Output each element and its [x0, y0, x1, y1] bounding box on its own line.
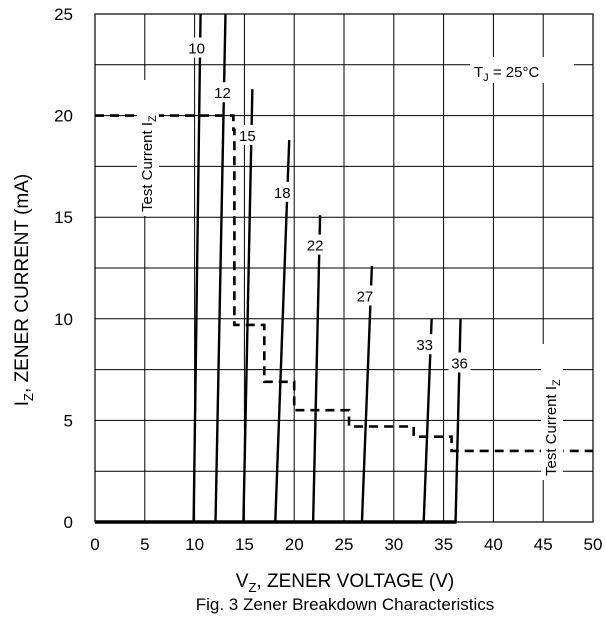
x-tick-label: 50	[584, 535, 603, 554]
x-axis-title: VZ, ZENER VOLTAGE (V)	[236, 571, 454, 595]
test-current-label-left: Test Current IZ	[137, 80, 159, 216]
breakdown-line-18	[274, 139, 291, 523]
x-tick-label: 25	[335, 535, 354, 554]
annotation-bg	[470, 57, 574, 83]
curve-label-18: 18	[274, 185, 291, 202]
x-tick-label: 5	[140, 535, 149, 554]
grid	[94, 13, 594, 523]
breakdown-line-22	[311, 215, 322, 523]
curve-label-bg	[353, 285, 376, 306]
curve-label-12: 12	[214, 85, 231, 102]
x-tick-label: 0	[90, 535, 99, 554]
tj-annotation: TJ = 25°C	[474, 64, 539, 84]
curve-label-15: 15	[239, 128, 256, 145]
y-tick-label: 25	[54, 5, 73, 24]
curve-label-bg	[211, 82, 234, 103]
test-current-label-right: Test Current IZ	[541, 344, 563, 480]
y-tick-label: 5	[64, 411, 73, 430]
x-tick-labels: 0 5 10 15 20 25 30 35 40 45 50	[90, 535, 602, 554]
x-tick-label: 20	[285, 535, 304, 554]
y-axis-title: IZ, ZENER CURRENT (mA)	[12, 174, 36, 406]
curve-label-22: 22	[307, 238, 324, 255]
x-tick-label: 10	[185, 535, 204, 554]
svg-text:Test Current IZ: Test Current IZ	[543, 379, 563, 476]
breakdown-line-15	[242, 89, 254, 523]
y-tick-label: 0	[64, 513, 73, 532]
breakdown-line-10	[192, 13, 202, 523]
curve-label-bg	[271, 181, 294, 202]
y-tick-labels: 0 5 10 15 20 25	[54, 5, 73, 532]
x-tick-label: 15	[235, 535, 254, 554]
curve-label-33: 33	[416, 337, 433, 354]
breakdown-line-27	[360, 265, 374, 523]
curve-label-bg	[185, 37, 208, 58]
curve-labels: 10 12 15 18 22 27 33 36	[185, 37, 471, 373]
test-current-line-group	[95, 114, 593, 453]
x-tick-label: 30	[384, 535, 403, 554]
svg-text:Test Current IZ: Test Current IZ	[139, 115, 159, 212]
y-tick-label: 15	[54, 208, 73, 227]
figure-caption: Fig. 3 Zener Breakdown Characteristics	[196, 595, 495, 614]
x-tick-label: 45	[534, 535, 553, 554]
curve-label-bg	[236, 124, 259, 145]
curve-label-10: 10	[188, 41, 205, 58]
curve-label-bg	[448, 352, 471, 373]
x-tick-label: 35	[434, 535, 453, 554]
curve-label-bg	[413, 334, 436, 355]
x-tick-label: 40	[484, 535, 503, 554]
test-current-line	[95, 114, 593, 453]
y-tick-label: 10	[54, 310, 73, 329]
y-tick-label: 20	[54, 107, 73, 126]
curve-label-27: 27	[357, 288, 374, 305]
curve-label-36: 36	[451, 356, 468, 373]
curve-label-bg	[304, 234, 327, 255]
